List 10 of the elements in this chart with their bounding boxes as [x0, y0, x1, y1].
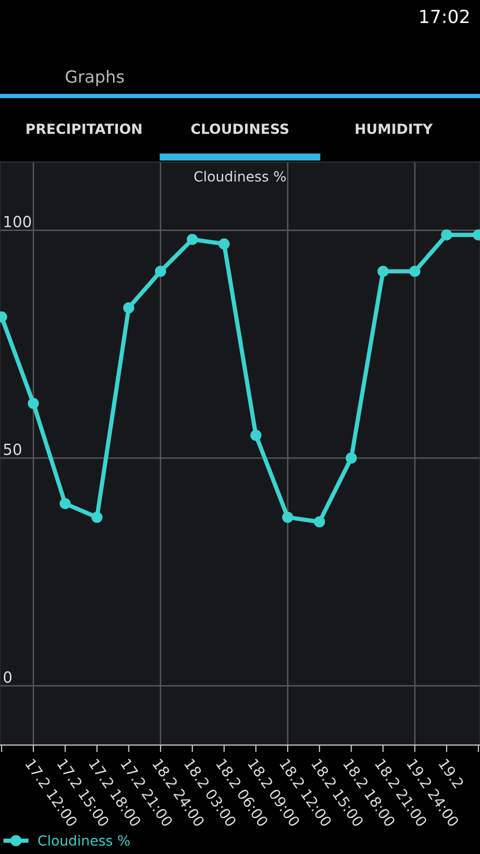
- text: CLOUDINESS: [191, 124, 288, 134]
- text: 17:02: [420, 10, 469, 24]
- text: PRECIPITATION: [26, 124, 142, 134]
- chart-subtitle: Graphs: [66, 70, 124, 86]
- text: Cloudiness %: [194, 170, 286, 182]
- y-tick-label: 0: [4, 671, 12, 683]
- legend-label: Cloudiness %: [38, 835, 130, 846]
- y-tick-label: 100: [4, 216, 31, 228]
- y-tick-label: 50: [4, 444, 22, 456]
- text: HUMIDITY: [356, 124, 433, 134]
